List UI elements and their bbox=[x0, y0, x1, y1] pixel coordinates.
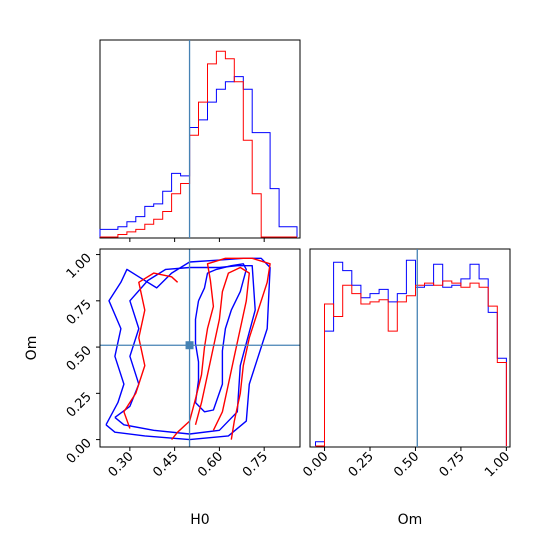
contour-xticks: 0.30 0.45 0.60 0.75 bbox=[106, 447, 271, 480]
histogram-step-red bbox=[315, 280, 507, 447]
contour-ylabel: Om bbox=[24, 336, 40, 361]
om-xtick-label: 1.00 bbox=[482, 449, 513, 480]
contour-series bbox=[105, 257, 271, 441]
h0-om-contour-panel: 0.30 0.45 0.60 0.75 0.00 0.25 0.50 0.75 1.00 H0… bbox=[24, 248, 301, 528]
h0-histogram-series bbox=[99, 50, 298, 238]
om-histogram-xticks: 0.00 0.25 0.50 0.75 1.00 bbox=[300, 447, 513, 480]
om-histogram-panel: 0.00 0.25 0.50 0.75 1.00 Om bbox=[300, 248, 513, 528]
contour-line-blue-1 bbox=[114, 265, 256, 435]
om-xtick-label: 0.75 bbox=[437, 449, 468, 480]
contour-line-blue-0 bbox=[105, 257, 271, 441]
contour-truth-lines bbox=[100, 249, 300, 447]
contour-ytick-label: 0.25 bbox=[64, 390, 95, 421]
om-histogram-frame bbox=[309, 248, 511, 448]
contour-xlabel: H0 bbox=[190, 512, 209, 528]
contour-line-red-2 bbox=[194, 266, 251, 431]
contour-ytick-label: 1.00 bbox=[64, 251, 95, 282]
histogram-step-blue bbox=[99, 76, 298, 237]
om-histogram-series bbox=[315, 259, 507, 447]
contour-line-blue-2 bbox=[194, 263, 248, 413]
contour-ytick-label: 0.00 bbox=[64, 436, 95, 467]
histogram-step-red bbox=[100, 50, 297, 238]
contour-xtick-label: 0.45 bbox=[150, 449, 181, 480]
contour-ytick-label: 0.75 bbox=[64, 297, 95, 328]
h0-histogram-xticks bbox=[129, 238, 265, 242]
contour-yticks: 0.00 0.25 0.50 0.75 1.00 bbox=[64, 251, 100, 467]
om-xtick-label: 0.50 bbox=[391, 449, 422, 480]
contour-xtick-label: 0.75 bbox=[240, 449, 271, 480]
om-histogram-xlabel: Om bbox=[398, 512, 423, 528]
contour-xtick-label: 0.60 bbox=[195, 449, 226, 480]
histogram-step-blue bbox=[315, 259, 507, 446]
contour-xtick-label: 0.30 bbox=[106, 449, 137, 480]
contour-line-red-1 bbox=[123, 272, 179, 429]
om-xtick-label: 0.00 bbox=[300, 449, 331, 480]
contour-frame bbox=[99, 248, 301, 448]
contour-truth-marker bbox=[185, 341, 194, 350]
contour-line-red-0 bbox=[171, 257, 271, 441]
contour-ytick-label: 0.50 bbox=[64, 343, 95, 374]
om-xtick-label: 0.25 bbox=[346, 449, 377, 480]
h0-histogram-panel bbox=[99, 39, 301, 242]
h0-histogram-frame bbox=[99, 39, 301, 239]
